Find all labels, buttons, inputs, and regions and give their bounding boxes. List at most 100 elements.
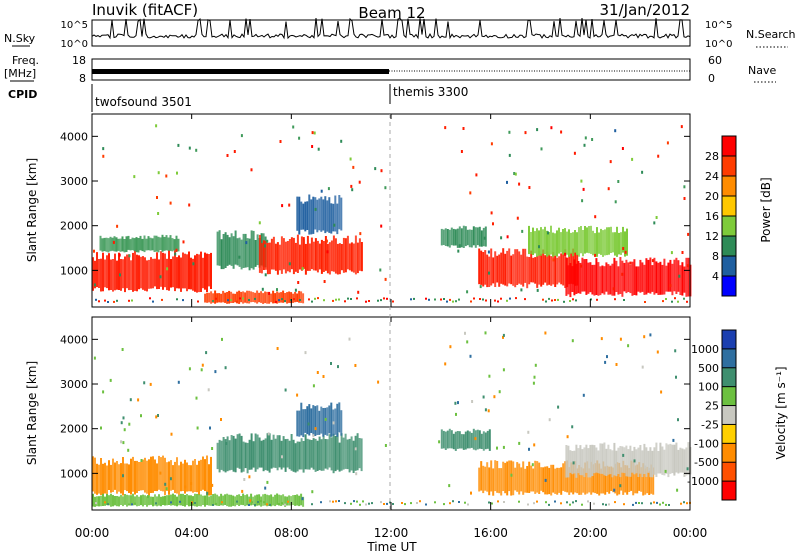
power-colorbar-swatch-1 <box>722 156 736 177</box>
velocity-yticks-label-1: 3000 <box>60 378 88 391</box>
power-yticks-label-2: 2000 <box>60 220 88 233</box>
time-axis-label: Time UT <box>366 540 417 554</box>
nsearch-tick-top: 10^5 <box>705 20 732 31</box>
power-colorbar-swatch-3 <box>722 196 736 217</box>
station-title: Inuvik (fitACF) <box>92 1 198 19</box>
freq-label-1: Freq. <box>12 54 39 67</box>
power-yticks: 4000 3000 2000 1000 <box>60 130 690 277</box>
velocity-colorbar: 1000 500 100 25 -25 -100 -500 -1000 <box>687 329 737 501</box>
freq-tick-top: 18 <box>72 54 86 67</box>
nsearch-label: N.Search <box>746 28 796 41</box>
x-tick-label-2: 08:00 <box>274 526 309 540</box>
power-data-region-6 <box>440 225 487 248</box>
beam-title: Beam 12 <box>358 4 425 22</box>
velocity-colorbar-swatch-7 <box>722 462 736 482</box>
power-yticks-label-1: 3000 <box>60 175 88 188</box>
velocity-yticks-label-3: 1000 <box>60 467 88 480</box>
power-colorbar-swatch-2 <box>722 176 736 197</box>
nsky-trace-line <box>91 17 691 40</box>
power-colorbar-swatch-5 <box>722 236 736 257</box>
power-data-region-1 <box>99 234 180 253</box>
velocity-colorbar-tick-3: 25 <box>705 400 719 413</box>
power-data-region-8 <box>565 257 692 298</box>
power-data-region-9 <box>528 225 628 257</box>
velocity-colorbar-tick-1: 500 <box>698 362 719 375</box>
velocity-ylabel: Slant Range [km] <box>25 361 39 465</box>
power-colorbar-tick-1: 24 <box>705 170 719 183</box>
velocity-colorbar-tick-2: 100 <box>698 381 719 394</box>
nsky-tick-top: 10^5 <box>61 20 88 31</box>
velocity-data-region-0 <box>92 455 212 496</box>
velocity-data-layer <box>92 331 692 507</box>
velocity-colorbar-swatch-5 <box>722 424 736 444</box>
power-ylabel: Slant Range [km] <box>25 158 39 262</box>
x-tick-label-4: 16:00 <box>473 526 508 540</box>
power-data-region-0 <box>92 250 212 293</box>
velocity-colorbar-swatch-2 <box>722 367 736 388</box>
power-data-speckles <box>93 124 690 295</box>
x-tick-label-3: 12:00 <box>374 526 409 540</box>
velocity-colorbar-swatch-0 <box>722 330 736 350</box>
velocity-colorbar-tick-5: -100 <box>694 437 719 450</box>
power-colorbar-tick-2: 20 <box>705 190 719 203</box>
power-data-layer <box>92 124 692 304</box>
power-colorbar-label: Power [dB] <box>759 177 773 242</box>
x-tick-label-5: 20:00 <box>573 526 608 540</box>
velocity-colorbar-tick-4: -25 <box>701 418 719 431</box>
velocity-data-region-5 <box>440 428 491 451</box>
nsky-label: N.Sky <box>4 32 36 45</box>
power-colorbar: 28 24 20 16 12 8 4 <box>705 135 737 297</box>
power-data-ground-scatter <box>95 297 688 303</box>
velocity-yticks: 4000 3000 2000 1000 <box>60 333 690 480</box>
velocity-colorbar-swatch-4 <box>722 405 736 425</box>
power-data-region-4 <box>258 234 363 275</box>
power-colorbar-swatch-7 <box>722 276 736 297</box>
freq-tick-bottom: 8 <box>79 72 86 85</box>
x-tick-label-1: 04:00 <box>174 526 209 540</box>
velocity-data-region-7 <box>565 442 692 478</box>
nsky-trace <box>91 17 691 40</box>
velocity-colorbar-label: Velocity [m s⁻¹] <box>774 366 788 459</box>
power-data-region-2 <box>204 290 305 304</box>
power-data-region-5 <box>296 194 343 235</box>
velocity-colorbar-tick-6: -500 <box>694 456 719 469</box>
freq-label-2: [MHz] <box>4 67 36 80</box>
nsky-tick-bottom: 10^0 <box>61 39 88 50</box>
velocity-colorbar-tick-0: 1000 <box>691 343 719 356</box>
power-colorbar-tick-5: 8 <box>712 250 719 263</box>
nave-tick-top: 60 <box>708 54 722 67</box>
velocity-data-region-1 <box>92 493 206 507</box>
velocity-colorbar-swatch-6 <box>722 443 736 463</box>
power-colorbar-swatch-0 <box>722 136 736 157</box>
velocity-data-speckles <box>93 331 689 503</box>
power-colorbar-tick-3: 16 <box>705 210 719 223</box>
nave-label: Nave <box>748 64 776 77</box>
power-yticks-label-0: 4000 <box>60 130 88 143</box>
freq-trace-twofsound <box>92 69 389 74</box>
power-colorbar-swatch-6 <box>722 256 736 277</box>
nsky-panel <box>91 19 691 47</box>
power-colorbar-tick-6: 4 <box>712 270 719 283</box>
velocity-colorbar-tick-7: -1000 <box>687 475 719 488</box>
velocity-colorbar-swatch-1 <box>722 348 736 369</box>
nsearch-tick-bottom: 10^0 <box>705 39 732 50</box>
power-colorbar-tick-4: 12 <box>705 230 719 243</box>
cpid-program-1: twofsound 3501 <box>95 95 192 109</box>
x-tick-label-6: 00:00 <box>673 526 708 540</box>
power-yticks-label-3: 1000 <box>60 264 88 277</box>
power-colorbar-swatch-4 <box>722 216 736 237</box>
cpid-program-2: themis 3300 <box>393 85 468 99</box>
velocity-yticks-label-2: 2000 <box>60 423 88 436</box>
velocity-colorbar-swatch-8 <box>722 481 736 501</box>
velocity-data-ground-scatter <box>95 500 691 506</box>
nave-tick-bottom: 0 <box>708 72 715 85</box>
velocity-yticks-label-0: 4000 <box>60 333 88 346</box>
cpid-label: CPID <box>8 88 37 101</box>
velocity-colorbar-swatch-3 <box>722 386 736 407</box>
velocity-colorbar-frame <box>721 329 737 501</box>
power-colorbar-tick-0: 28 <box>705 150 719 163</box>
time-axis: 00:00 04:00 08:00 12:00 16:00 20:00 00:00 <box>75 114 708 540</box>
velocity-data-region-4 <box>296 402 343 438</box>
date-title: 31/Jan/2012 <box>600 1 691 19</box>
